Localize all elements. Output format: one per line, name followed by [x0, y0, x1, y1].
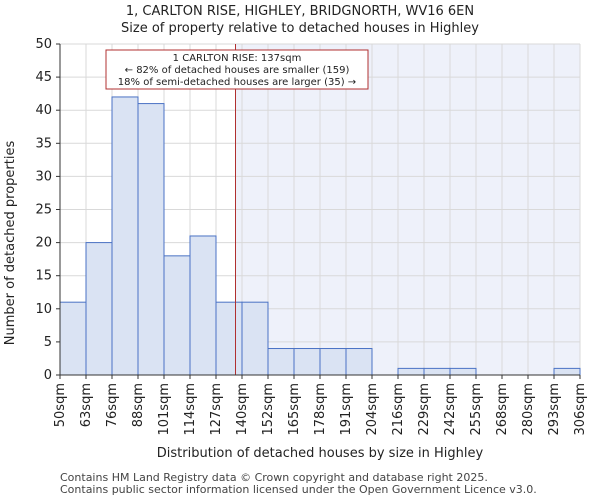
x-tick-label: 101sqm: [157, 383, 172, 436]
x-tick-label: 229sqm: [417, 383, 432, 436]
annotation-line-2: ← 82% of detached houses are smaller (15…: [125, 65, 350, 76]
chart-title: 1, CARLTON RISE, HIGHLEY, BRIDGNORTH, WV…: [126, 4, 474, 19]
y-tick-label: 30: [35, 169, 52, 184]
x-tick-label: 165sqm: [287, 383, 302, 436]
bar-229sqm: [423, 367, 451, 376]
x-tick-label: 306sqm: [573, 383, 588, 436]
bar-293sqm: [553, 367, 581, 376]
bar-191sqm: [345, 348, 373, 376]
annotation-frame: [105, 49, 369, 90]
x-tick-label: 152sqm: [261, 383, 276, 436]
x-tick-labels: 50sqm 63sqm 76sqm 88sqm 101sqm 114sqm 127sqm 14…: [53, 383, 588, 436]
annotation-box: 1 CARLTON RISE: 137sqm ← 82% of detached…: [105, 49, 369, 90]
x-tick-label: 216sqm: [391, 383, 406, 436]
bar-127sqm: [215, 301, 243, 376]
x-tick-label: 268sqm: [495, 383, 510, 436]
y-tick-label: 40: [35, 103, 52, 118]
bar-165sqm: [293, 348, 321, 376]
x-tick-label: 127sqm: [209, 383, 224, 436]
y-tick-labels: 0 5 10 15 20 25 30 35 40 45 50: [35, 37, 52, 383]
y-axis-label: Number of detached properties: [3, 141, 18, 346]
y-tick-label: 0: [44, 368, 52, 383]
bar-140sqm: [241, 301, 269, 376]
y-tick-label: 5: [44, 335, 52, 350]
annotation-line-3: 18% of semi-detached houses are larger (…: [118, 77, 356, 88]
x-tick-label: 293sqm: [547, 383, 562, 436]
y-tick-label: 10: [35, 302, 52, 317]
x-tick-label: 280sqm: [521, 383, 536, 436]
bar-178sqm: [319, 348, 347, 376]
x-tick-label: 50sqm: [53, 383, 68, 427]
bar-242sqm: [449, 367, 477, 376]
annotation-line-1: 1 CARLTON RISE: 137sqm: [173, 53, 302, 64]
bar-216sqm: [397, 367, 425, 376]
y-tick-label: 45: [35, 70, 52, 85]
x-tick-label: 255sqm: [469, 383, 484, 436]
bar-152sqm: [267, 348, 295, 376]
chart-subtitle: Size of property relative to detached ho…: [121, 21, 479, 36]
footer-line-2: Contains public sector information licen…: [60, 483, 537, 496]
x-axis-label: Distribution of detached houses by size …: [157, 446, 484, 461]
y-tick-label: 20: [35, 236, 52, 251]
bar-88sqm: [137, 103, 165, 376]
y-tick-label: 50: [35, 37, 52, 52]
x-tick-label: 63sqm: [79, 383, 94, 427]
bar-114sqm: [189, 235, 217, 376]
bar-63sqm: [85, 242, 113, 376]
bar-101sqm: [163, 255, 191, 376]
x-tick-label: 76sqm: [105, 383, 120, 427]
bars: [59, 96, 581, 376]
x-tick-label: 178sqm: [313, 383, 328, 436]
x-tick-label: 88sqm: [131, 383, 146, 427]
x-tick-label: 114sqm: [183, 383, 198, 436]
axes: [56, 43, 581, 379]
plot-area: 0 5 10 15 20 25 30 35 40 45 50 50sqm 63sqm 76sqm 88sq…: [35, 37, 588, 436]
bar-50sqm: [59, 301, 87, 376]
x-tick-label: 191sqm: [339, 383, 354, 436]
x-tick-label: 140sqm: [235, 383, 250, 436]
y-tick-label: 15: [35, 269, 52, 284]
y-tick-label: 35: [35, 136, 52, 151]
y-tick-label: 25: [35, 203, 52, 218]
x-tick-label: 204sqm: [365, 383, 380, 436]
footer-line-1: Contains HM Land Registry data © Crown c…: [60, 471, 488, 484]
bar-76sqm: [111, 96, 139, 376]
x-tick-label: 242sqm: [443, 383, 458, 436]
